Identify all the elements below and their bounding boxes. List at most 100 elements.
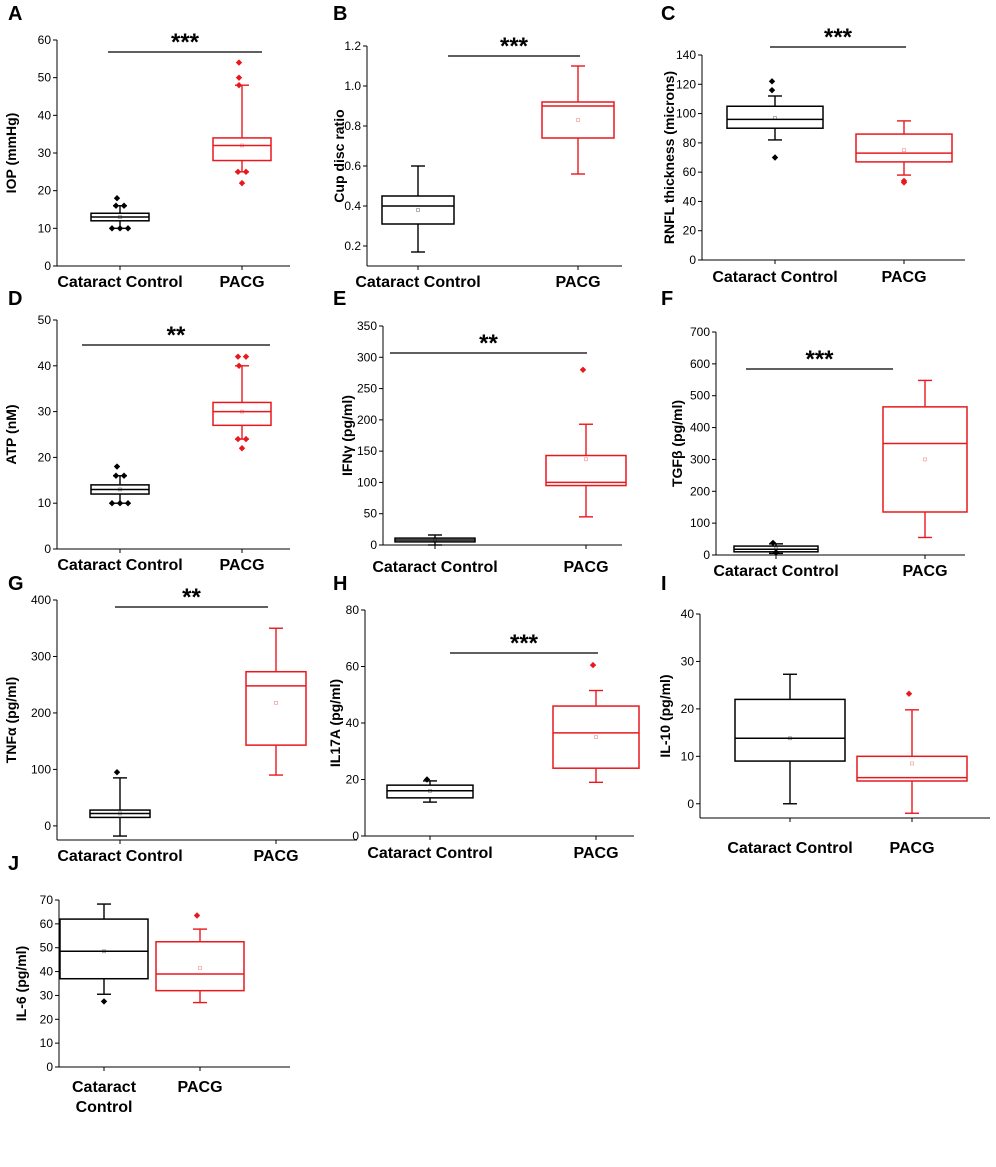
- box-pacg: [155, 912, 245, 1004]
- outlier-point: [120, 202, 128, 209]
- panel-letter: F: [661, 288, 673, 310]
- iqr-box: [552, 705, 640, 769]
- outlier-point: [235, 362, 243, 369]
- panel-f: F 0 100 200 300 400 500 600 700 TGFβ (pg/ml) Catar…: [661, 288, 968, 580]
- category-label: Cataract Control: [712, 269, 837, 286]
- iqr-box: [541, 101, 615, 139]
- panel-letter: H: [333, 573, 347, 595]
- category-label: Cataract Control: [72, 1079, 137, 1116]
- iqr-box: [212, 137, 272, 162]
- outlier-point: [108, 225, 116, 232]
- y-tick-label: 700: [690, 325, 710, 339]
- y-tick-label: 80: [683, 136, 697, 150]
- panel-i: I 0 10 20 30 40 IL-10 (pg/ml) Cataract Control P…: [657, 573, 990, 857]
- box-cataract-control: [90, 195, 150, 232]
- box-pacg: [541, 65, 615, 175]
- y-tick-label: 200: [31, 706, 51, 720]
- y-axis-title: IL-6 (pg/ml): [13, 946, 29, 1021]
- y-tick-label: 40: [38, 108, 52, 122]
- outlier-point: [112, 472, 120, 479]
- category-label: PACG: [177, 1079, 222, 1096]
- category-label: Cataract Control: [727, 840, 852, 857]
- y-tick-label: 0.8: [344, 119, 361, 133]
- y-tick-label: 40: [346, 716, 360, 730]
- panel-letter: D: [8, 288, 22, 310]
- y-tick-label: 60: [683, 165, 697, 179]
- significance-label: ***: [805, 346, 834, 373]
- box-cataract-control: [734, 673, 846, 805]
- category-label: PACG: [563, 559, 608, 576]
- y-tick-label: 0: [46, 1060, 53, 1074]
- category-label: PACG: [881, 269, 926, 286]
- outlier-point: [124, 500, 132, 507]
- outlier-point: [235, 59, 243, 66]
- y-tick-label: 100: [31, 762, 51, 776]
- y-tick-label: 50: [38, 313, 52, 327]
- outlier-point: [768, 86, 776, 94]
- category-label: Cataract Control: [57, 274, 182, 291]
- y-tick-label: 50: [38, 71, 52, 85]
- outlier-point: [193, 912, 201, 919]
- significance-label: **: [167, 322, 186, 349]
- y-tick-label: 30: [681, 654, 695, 668]
- y-tick-label: 300: [357, 350, 377, 364]
- significance-label: ***: [510, 630, 539, 657]
- y-tick-label: 0: [44, 259, 51, 273]
- y-tick-label: 10: [40, 1036, 54, 1050]
- mean-marker: [773, 116, 777, 120]
- mean-marker: [788, 736, 792, 741]
- mean-marker: [902, 148, 906, 152]
- outlier-point: [900, 177, 908, 185]
- panel-letter: B: [333, 3, 347, 25]
- y-tick-label: 140: [676, 48, 696, 62]
- outlier-point: [124, 225, 132, 232]
- y-tick-label: 350: [357, 319, 377, 333]
- outlier-point: [120, 472, 128, 479]
- y-tick-label: 300: [31, 649, 51, 663]
- box-pacg: [545, 366, 627, 518]
- category-label: PACG: [219, 557, 264, 574]
- panel-b: B 0.2 0.4 0.6 0.8 1.0 1.2 Cup disc ratio Catarac…: [331, 3, 622, 291]
- y-tick-label: 10: [38, 221, 52, 235]
- outlier-point: [108, 500, 116, 507]
- y-tick-label: 0: [689, 253, 696, 267]
- y-tick-label: 400: [690, 421, 710, 435]
- panel-c: C 0 20 40 60 80 100 120 140 RNFL thickness (micro…: [661, 3, 965, 286]
- category-label: Cataract Control: [713, 563, 838, 580]
- panel-j: J 0 10 20 30 40 50 60 70 IL-6 (pg/ml) Cataract Cont…: [8, 853, 290, 1116]
- mean-marker: [433, 538, 437, 542]
- y-tick-label: 0: [370, 538, 377, 552]
- mean-marker: [118, 215, 122, 219]
- iqr-box: [726, 105, 824, 129]
- outlier-point: [905, 690, 913, 697]
- y-tick-label: 600: [690, 357, 710, 371]
- box-pacg: [212, 353, 272, 452]
- mean-marker: [910, 761, 914, 766]
- box-cataract-control: [394, 534, 476, 546]
- y-tick-label: 0: [687, 797, 694, 811]
- mean-marker: [118, 487, 122, 492]
- mean-marker: [118, 811, 122, 816]
- y-tick-label: 0: [352, 829, 359, 843]
- y-tick-label: 0: [44, 819, 51, 833]
- y-tick-label: 20: [346, 773, 360, 787]
- y-tick-label: 10: [38, 496, 52, 510]
- panel-h: H 0 20 40 60 80 IL17A (pg/ml) Cataract Control P…: [327, 573, 640, 862]
- y-axis-title: TNFα (pg/ml): [3, 677, 19, 763]
- iqr-box: [882, 406, 968, 513]
- y-axis-title: IOP (mmHg): [3, 113, 19, 194]
- mean-marker: [594, 735, 598, 739]
- box-cataract-control: [733, 539, 819, 556]
- y-tick-label: 250: [357, 382, 377, 396]
- y-tick-label: 50: [40, 941, 54, 955]
- y-axis-title: RNFL thickness (microns): [661, 71, 677, 244]
- iqr-box: [245, 670, 307, 746]
- box-cataract-control: [726, 78, 824, 161]
- y-tick-label: 0: [44, 542, 51, 556]
- panel-letter: A: [8, 3, 22, 25]
- box-pacg: [882, 379, 968, 539]
- y-tick-label: 20: [38, 184, 52, 198]
- iqr-box: [381, 195, 455, 225]
- y-tick-label: 200: [357, 413, 377, 427]
- y-tick-label: 80: [346, 603, 360, 617]
